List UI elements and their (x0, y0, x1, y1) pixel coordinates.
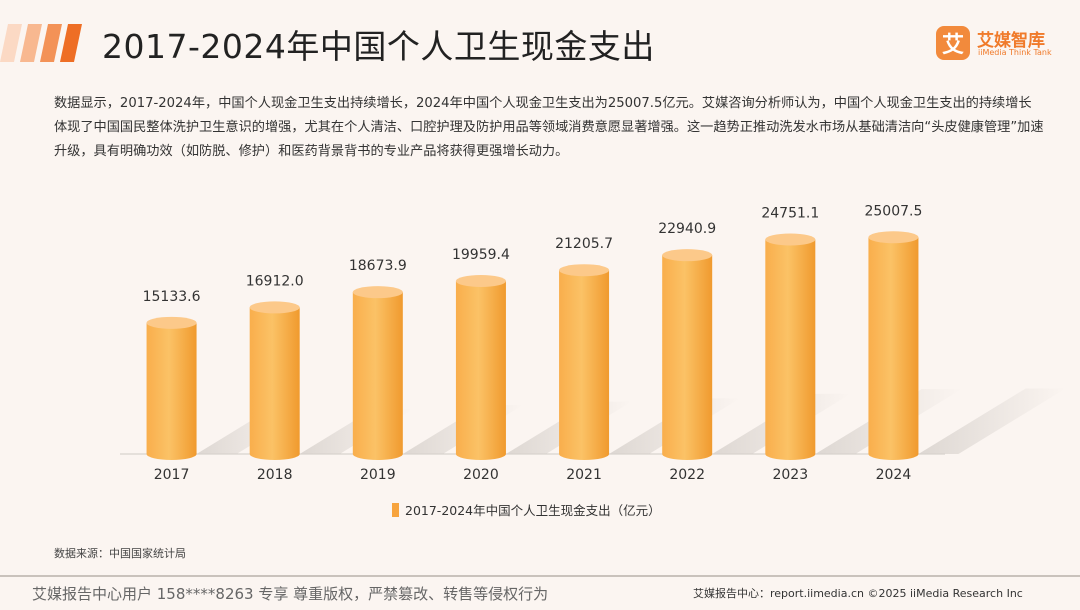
data-label: 24751.1 (761, 205, 819, 221)
bar-top-2023 (765, 233, 816, 246)
x-tick-label: 2020 (463, 467, 499, 483)
legend-label: 2017-2024年中国个人卫生现金支出（亿元） (405, 503, 661, 518)
data-label: 18673.9 (349, 258, 407, 274)
data-label: 16912.0 (246, 273, 304, 289)
x-tick-label: 2017 (154, 467, 190, 483)
bar-2018 (249, 307, 300, 461)
bar-top-2021 (559, 264, 610, 277)
bar-top-2019 (352, 286, 403, 299)
bar-top-2024 (868, 231, 919, 244)
data-label: 15133.6 (143, 289, 201, 305)
brand-logo: 艾 艾媒智库 iiMedia Think Tank (936, 26, 1066, 62)
title-decoration (0, 24, 82, 62)
description-text: 数据显示，2017-2024年，中国个人现金卫生支出持续增长，2024年中国个人… (54, 96, 1044, 159)
bar-shadow (918, 388, 1066, 454)
x-tick-label: 2024 (876, 467, 912, 483)
data-label: 19959.4 (452, 247, 510, 263)
footer-copyright: 艾媒报告中心用户 158****8263 专享 尊重版权，严禁篡改、转售等侵权行… (32, 585, 549, 603)
x-tick-label: 2019 (360, 467, 396, 483)
brand-name: 艾媒智库 (977, 31, 1045, 51)
bar-2017 (146, 322, 197, 461)
x-tick-label: 2021 (566, 467, 602, 483)
data-source: 数据来源：中国国家统计局 (54, 547, 186, 560)
bar-top-2017 (146, 316, 197, 329)
legend-swatch (392, 502, 399, 517)
page-title: 2017-2024年中国个人卫生现金支出 (102, 27, 655, 66)
brand-subtitle: iiMedia Think Tank (978, 48, 1052, 57)
data-label: 25007.5 (864, 203, 922, 219)
brand-mark-icon: 艾 (936, 26, 970, 60)
bar-2024 (868, 237, 919, 461)
bar-2022 (662, 255, 713, 461)
bar-chart: 15133.6 2017 16912.0 2018 18673.9 2019 19959.4… (120, 203, 1066, 483)
bar-top-2020 (455, 275, 506, 288)
data-label: 21205.7 (555, 236, 613, 252)
bar-top-2022 (662, 249, 713, 262)
bar-2019 (352, 292, 403, 461)
data-label: 22940.9 (658, 221, 716, 237)
bar-2021 (559, 270, 610, 461)
bar-2020 (455, 281, 506, 461)
footer: 艾媒报告中心用户 158****8263 专享 尊重版权，严禁篡改、转售等侵权行… (0, 575, 1080, 610)
footer-site: 艾媒报告中心：report.iimedia.cn ©2025 iiMedia R… (693, 587, 1023, 600)
x-tick-label: 2022 (669, 467, 705, 483)
bar-top-2018 (249, 301, 300, 314)
x-tick-label: 2023 (772, 467, 808, 483)
chart-legend: 2017-2024年中国个人卫生现金支出（亿元） (392, 500, 661, 519)
x-tick-label: 2018 (257, 467, 293, 483)
bar-2023 (765, 239, 816, 461)
